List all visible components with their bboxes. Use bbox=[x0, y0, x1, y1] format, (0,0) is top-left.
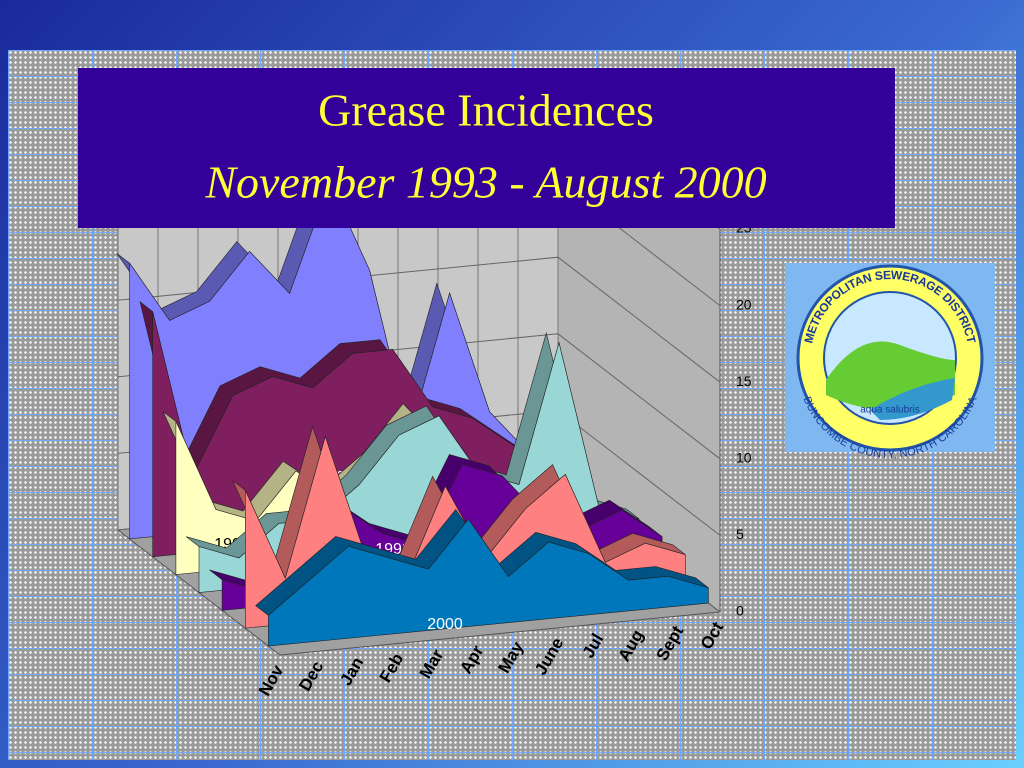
y-tick-label: 0 bbox=[736, 603, 744, 619]
x-tick-label: May bbox=[494, 638, 527, 677]
series-label: 2000 bbox=[427, 616, 463, 633]
x-tick-label: Dec bbox=[295, 658, 327, 695]
x-tick-label: Nov bbox=[255, 661, 288, 699]
logo: METROPOLITAN SEWERAGE DISTRICT BUNCOMBE … bbox=[785, 263, 995, 461]
y-tick-label: 15 bbox=[736, 373, 752, 389]
chart-subtitle: November 1993 - August 2000 bbox=[204, 157, 766, 208]
chart-title: Grease Incidences bbox=[318, 85, 654, 136]
title-box bbox=[78, 68, 895, 228]
x-tick-label: Jan bbox=[336, 654, 367, 689]
area bbox=[268, 518, 709, 647]
y-tick-label: 5 bbox=[736, 526, 744, 542]
y-tick-label: 20 bbox=[736, 296, 752, 312]
x-tick-label: Oct bbox=[697, 618, 728, 652]
x-tick-label: Mar bbox=[416, 646, 448, 682]
x-tick-label: Apr bbox=[456, 642, 487, 677]
x-tick-label: Aug bbox=[614, 627, 647, 665]
x-tick-label: Sept bbox=[652, 622, 687, 664]
x-tick-label: June bbox=[531, 634, 567, 678]
x-tick-label: Jul bbox=[579, 630, 608, 661]
y-tick-label: 10 bbox=[736, 450, 752, 466]
logo-motto: aqua salubris bbox=[860, 405, 919, 416]
logo-river bbox=[870, 378, 955, 420]
x-tick-label: Feb bbox=[376, 650, 408, 686]
